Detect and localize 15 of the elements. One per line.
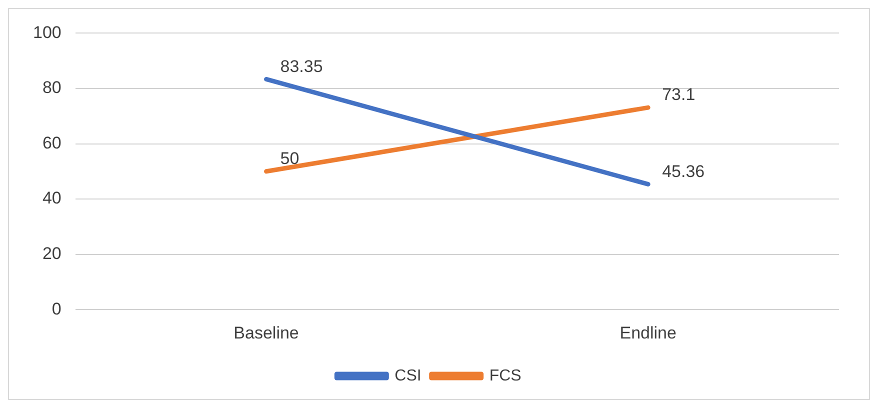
y-tick-label: 20 bbox=[42, 244, 62, 264]
data-label: 83.35 bbox=[280, 56, 323, 76]
data-label: 45.36 bbox=[662, 162, 705, 181]
legend-label: FCS bbox=[489, 367, 522, 384]
data-label: 73.1 bbox=[662, 85, 696, 104]
legend-label: CSI bbox=[394, 367, 422, 384]
x-tick-label: Endline bbox=[620, 323, 676, 342]
y-tick-label: 60 bbox=[42, 133, 62, 152]
chart-frame: CSI FCS Baseline Endline 0 20 40 60 80 100 83.35 45.36 50 73.1 bbox=[8, 8, 870, 400]
y-tick-label: 80 bbox=[42, 78, 62, 98]
y-tick-label: 40 bbox=[42, 188, 62, 208]
y-tick-label: 0 bbox=[52, 299, 62, 318]
y-tick-label: 100 bbox=[32, 22, 62, 42]
x-tick-label: Baseline bbox=[234, 323, 299, 342]
data-label: 50 bbox=[280, 149, 300, 168]
